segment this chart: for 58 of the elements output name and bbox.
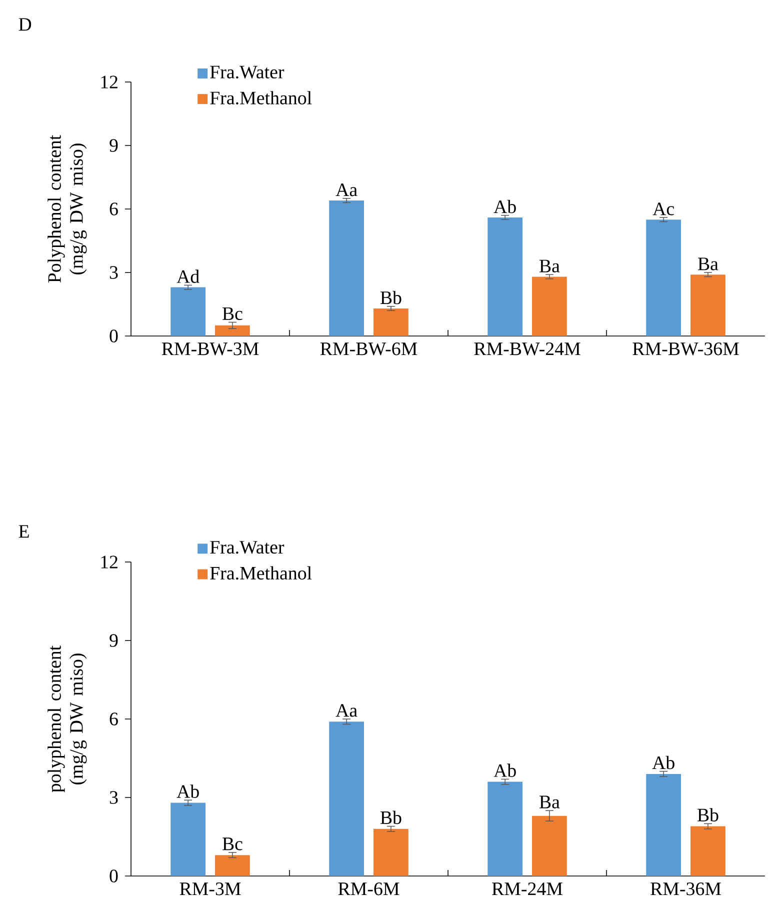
bar [646,220,681,336]
data-label: Ab [652,756,674,770]
data-label: Bb [380,810,402,824]
y-axis-title: Polyphenol content (mg/g DW miso) [48,134,87,283]
legend-label: Fra.Water [210,66,284,79]
x-tick-label: RM-BW-36M [632,342,739,356]
data-label: Ba [698,258,718,270]
data-label: Bc [222,838,242,850]
x-tick-label: RM-BW-24M [474,342,580,356]
y-axis-title: polyphenol content (mg/g DW miso) [48,646,87,792]
bar [215,855,250,876]
data-label: Aa [336,184,358,196]
x-tick-label: RM-36M [650,882,721,896]
bar [329,200,364,336]
y-tick-label: 3 [110,266,118,279]
chart-title: E [18,525,29,538]
bar [374,828,408,876]
bar [488,782,522,876]
x-tick-label: RM-3M [180,882,241,896]
y-tick-label: 9 [110,634,118,647]
bar [488,217,522,336]
y-tick-label: 0 [110,870,118,882]
y-tick-label: 3 [110,791,118,804]
y-tick-label: 6 [110,202,118,216]
bar [646,774,681,876]
data-label: Bb [697,808,718,822]
bar [532,816,567,876]
x-tick-label: RM-BW-6M [320,342,418,356]
y-tick-label: 12 [101,76,118,88]
data-label: Ab [494,764,516,777]
data-label: Ba [539,796,560,808]
bar [690,826,726,876]
x-tick-label: RM-BW-3M [162,342,259,356]
data-label: Ba [539,260,560,272]
data-label: Ac [652,202,674,216]
x-tick-label: RM-24M [492,882,562,896]
bar [532,276,567,336]
y-tick-label: 6 [110,712,118,726]
x-tick-label: RM-6M [338,882,400,896]
data-label: Ab [176,784,199,798]
data-label: Ab [494,200,516,214]
data-label: Bc [222,307,242,320]
chart-title: D [18,18,32,31]
legend-label: Fra.Water [210,541,284,554]
y-tick-label: 9 [110,139,118,152]
y-tick-label: 0 [110,330,118,342]
bar [690,274,726,336]
legend-label: Fra.Methanol [210,91,312,104]
data-label: Bb [380,290,402,304]
bar [374,308,408,336]
data-label: Aa [336,704,358,717]
bar [329,722,364,876]
bar [170,287,206,336]
y-tick-label: 12 [101,556,118,568]
bar [170,802,206,876]
data-label: Ad [176,270,200,283]
legend-label: Fra.Methanol [210,566,312,580]
bar [215,325,250,336]
